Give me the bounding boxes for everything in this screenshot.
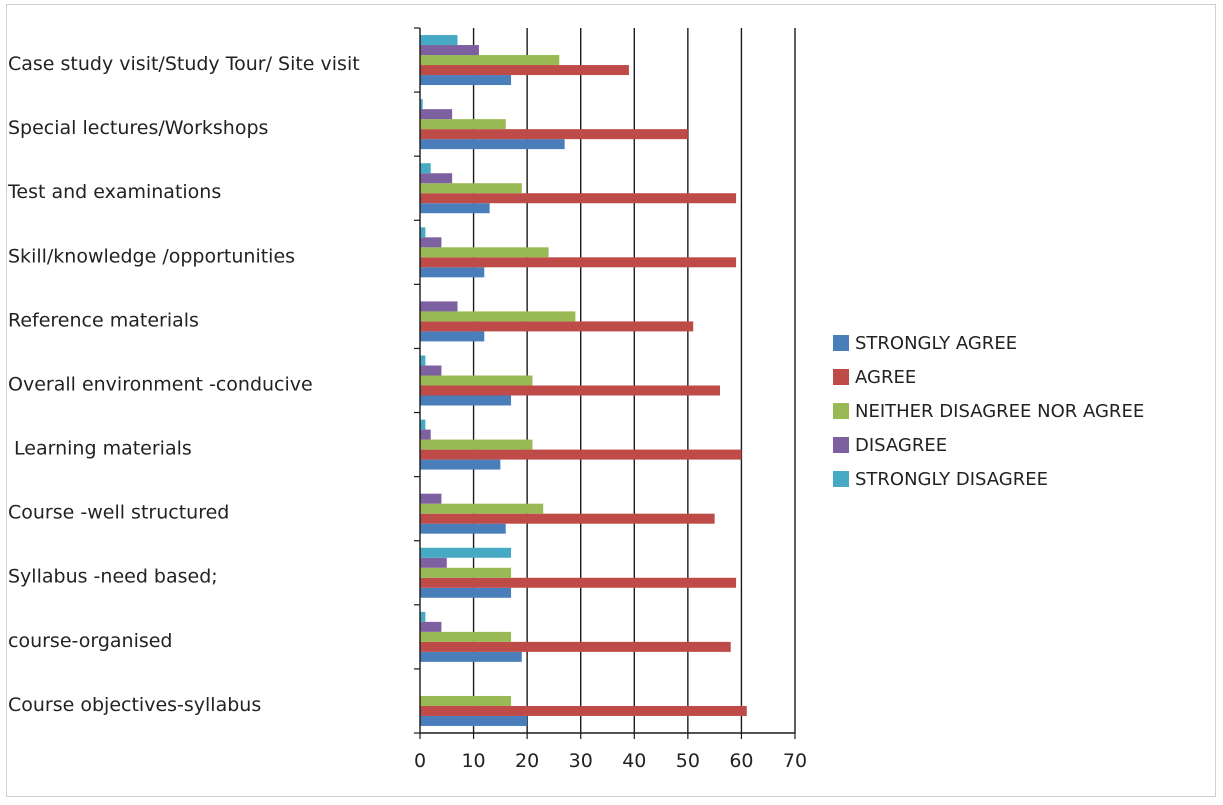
- bar: [420, 705, 747, 716]
- category-label: Skill/knowledge /opportunities: [8, 245, 295, 267]
- bar: [420, 321, 694, 332]
- bar: [420, 493, 442, 504]
- bar: [420, 547, 512, 558]
- bar: [420, 429, 431, 440]
- bar: [420, 139, 565, 150]
- bar: [420, 459, 501, 470]
- legend-swatch: [833, 369, 849, 385]
- legend-swatch: [833, 471, 849, 487]
- labels: 0 10 20 30 40 50 60 70 Case study visit/Study To…: [7, 53, 807, 772]
- bar: [420, 439, 533, 450]
- bar: [420, 247, 549, 258]
- legend: STRONGLY AGREE AGREE NEITHER DISAGREE NO…: [833, 326, 1144, 496]
- bar: [420, 523, 506, 534]
- bar: [420, 193, 737, 204]
- bar: [420, 621, 442, 632]
- legend-label: DISAGREE: [855, 434, 948, 456]
- legend-label: AGREE: [855, 366, 917, 388]
- legend-swatch: [833, 403, 849, 419]
- bar: [420, 365, 442, 376]
- bar: [420, 311, 576, 322]
- bar: [420, 587, 512, 598]
- x-tick-label: 0: [414, 750, 426, 772]
- bar: [420, 651, 522, 662]
- bar: [420, 695, 512, 706]
- legend-label: NEITHER DISAGREE NOR AGREE: [855, 400, 1145, 422]
- bar: [420, 109, 453, 120]
- bar: [420, 65, 629, 76]
- bar: [420, 557, 447, 568]
- category-label: Learning materials: [8, 438, 192, 460]
- bar: [420, 173, 453, 184]
- legend-item: STRONGLY AGREE: [833, 326, 1144, 360]
- category-label: Course objectives-syllabus: [8, 694, 261, 716]
- category-label: Course -well structured: [8, 502, 229, 524]
- legend-label: STRONGLY DISAGREE: [855, 468, 1048, 490]
- bar: [420, 75, 512, 86]
- bar: [420, 119, 506, 130]
- bar: [420, 611, 426, 622]
- x-tick-label: 30: [569, 750, 593, 772]
- bar: [420, 715, 528, 726]
- bar: [420, 331, 485, 342]
- bars: [420, 35, 747, 726]
- category-label: Syllabus -need based;: [8, 566, 218, 588]
- bar: [420, 237, 442, 248]
- bar: [420, 203, 490, 214]
- bar: [420, 355, 426, 366]
- x-tick-label: 50: [676, 750, 700, 772]
- axes: [414, 27, 796, 739]
- bar: [420, 385, 720, 396]
- bar: [420, 419, 426, 430]
- legend-item: STRONGLY DISAGREE: [833, 462, 1144, 496]
- bar: [420, 567, 512, 578]
- bar: [420, 267, 485, 278]
- bar: [420, 55, 560, 66]
- x-tick-label: 70: [783, 750, 807, 772]
- legend-swatch: [833, 437, 849, 453]
- bar: [420, 99, 423, 110]
- bar: [420, 503, 544, 514]
- legend-item: AGREE: [833, 360, 1144, 394]
- bar: [420, 35, 458, 46]
- category-label: course-organised: [8, 630, 173, 652]
- bar: [420, 449, 742, 460]
- bar: [420, 395, 512, 406]
- legend-item: NEITHER DISAGREE NOR AGREE: [833, 394, 1144, 428]
- bar: [420, 45, 479, 56]
- category-label: Test and examinations: [7, 181, 221, 203]
- x-tick-label: 40: [622, 750, 646, 772]
- bar: [420, 129, 688, 140]
- category-label: Overall environment -conducive: [8, 373, 313, 395]
- legend-label: STRONGLY AGREE: [855, 332, 1018, 354]
- bar: [420, 577, 737, 588]
- category-label: Special lectures/Workshops: [8, 117, 268, 139]
- bar: [420, 513, 715, 524]
- legend-swatch: [833, 335, 849, 351]
- x-tick-label: 20: [515, 750, 539, 772]
- bar: [420, 375, 533, 386]
- bar: [420, 257, 737, 268]
- bar: [420, 301, 458, 312]
- bar: [420, 641, 731, 652]
- bar: [420, 631, 512, 642]
- x-tick-label: 10: [461, 750, 485, 772]
- x-tick-label: 60: [729, 750, 753, 772]
- bar: [420, 163, 431, 174]
- bar: [420, 227, 426, 238]
- category-label: Case study visit/Study Tour/ Site visit: [8, 53, 360, 75]
- legend-item: DISAGREE: [833, 428, 1144, 462]
- bar: [420, 183, 522, 194]
- category-label: Reference materials: [8, 309, 199, 331]
